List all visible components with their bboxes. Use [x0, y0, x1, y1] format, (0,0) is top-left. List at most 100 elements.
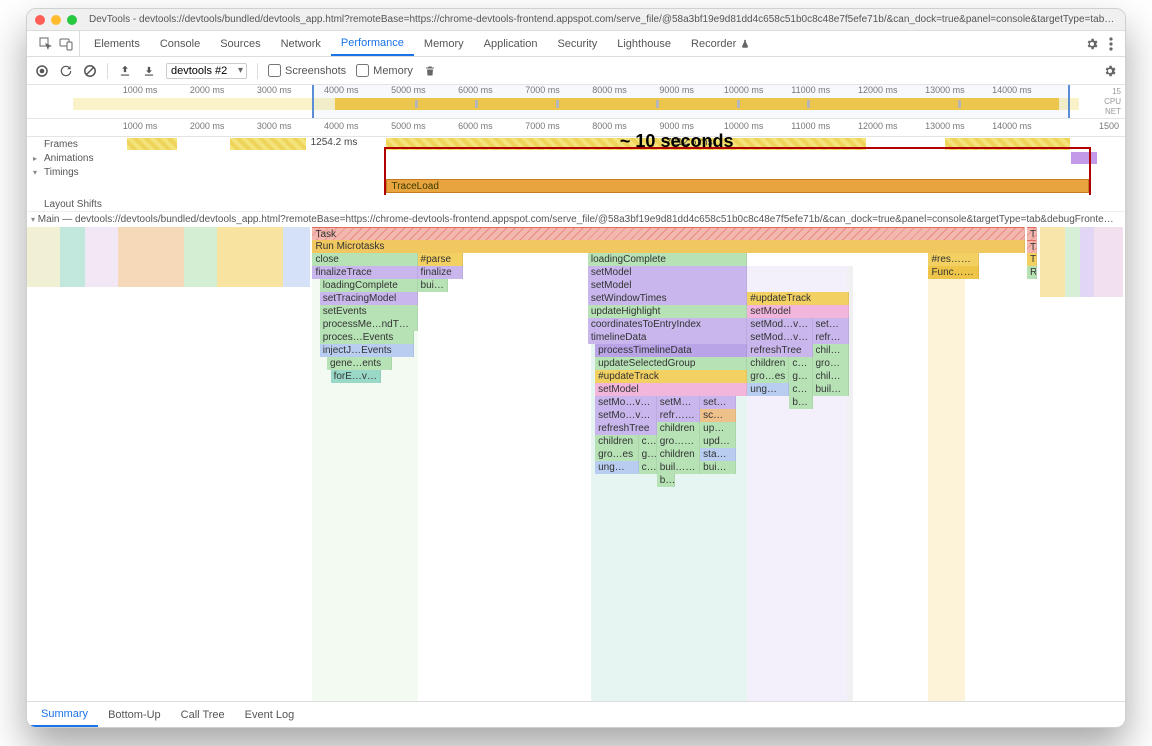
flame-bar[interactable]: b…n	[789, 396, 812, 409]
flame-bar[interactable]: refreshTree	[595, 422, 657, 435]
flame-bar[interactable]: b…	[657, 474, 675, 487]
tab-security[interactable]: Security	[547, 31, 607, 56]
flame-bar[interactable]: injectJ…Events	[320, 344, 414, 357]
flame-bar[interactable]: setMo…vents	[595, 409, 657, 422]
flame-bar[interactable]: g…	[639, 448, 657, 461]
flame-bar[interactable]: proces…Events	[320, 331, 414, 344]
track-timings-label[interactable]: ▾Timings	[27, 165, 127, 179]
flame-bar[interactable]: T…	[1027, 253, 1037, 266]
flame-bar[interactable]: #res…odes	[928, 253, 979, 266]
upload-icon[interactable]	[118, 64, 132, 78]
flame-bar[interactable]: bui…ed	[700, 461, 736, 474]
flame-bar[interactable]: gene…ents	[327, 357, 392, 370]
flame-bar[interactable]: gro…des	[657, 435, 700, 448]
flame-bar[interactable]: loadingComplete	[588, 253, 747, 266]
flame-bar[interactable]: ung…es	[747, 383, 789, 396]
memory-checkbox[interactable]	[356, 64, 369, 77]
flame-bar[interactable]: sta…ge	[700, 448, 736, 461]
flame-bar[interactable]: setMod…vents	[747, 331, 812, 344]
kebab-menu-icon[interactable]	[1109, 37, 1113, 51]
tab-elements[interactable]: Elements	[84, 31, 150, 56]
settings-gear-icon[interactable]	[1085, 37, 1099, 51]
window-minimize-dot[interactable]	[51, 15, 61, 25]
flame-bar[interactable]: c…n	[789, 383, 812, 396]
flame-bar[interactable]: setModel	[747, 305, 848, 318]
tab-application[interactable]: Application	[474, 31, 548, 56]
tab-memory[interactable]: Memory	[414, 31, 474, 56]
flame-bar[interactable]: setMo…vents	[595, 396, 657, 409]
inspect-element-icon[interactable]	[39, 37, 53, 51]
flame-bar[interactable]: refr…Tree	[657, 409, 700, 422]
flame-bar[interactable]: timelineData	[588, 331, 747, 344]
flame-bar[interactable]: children	[657, 448, 700, 461]
flame-bar[interactable]: updateHighlight	[588, 305, 747, 318]
flame-bar[interactable]: gro…des	[813, 357, 849, 370]
flame-bar[interactable]: children	[595, 435, 638, 448]
details-tab-call-tree[interactable]: Call Tree	[171, 702, 235, 727]
tab-performance[interactable]: Performance	[331, 31, 414, 56]
main-thread-header[interactable]: ▾ Main — devtools://devtools/bundled/dev…	[27, 211, 1125, 227]
flame-bar[interactable]: c…n	[789, 357, 812, 370]
track-frames-label[interactable]: Frames	[27, 137, 127, 151]
tab-lighthouse[interactable]: Lighthouse	[607, 31, 681, 56]
details-tab-event-log[interactable]: Event Log	[235, 702, 305, 727]
track-animations-label[interactable]: ▸Animations	[27, 151, 127, 165]
flame-bar[interactable]: setMod…vents	[747, 318, 812, 331]
flame-bar[interactable]: #updateTrack	[747, 292, 848, 305]
flame-bar[interactable]: updateSelectedGroup	[595, 357, 747, 370]
flame-bar[interactable]: ung…es	[595, 461, 638, 474]
flame-bar[interactable]: setModel	[595, 383, 747, 396]
flame-bar[interactable]: close	[312, 253, 417, 266]
flame-bar[interactable]: gro…es	[747, 370, 789, 383]
flame-bar[interactable]: coordinatesToEntryIndex	[588, 318, 747, 331]
flame-bar[interactable]: upd…ts	[700, 435, 736, 448]
flame-bar[interactable]: gro…es	[595, 448, 638, 461]
tab-sources[interactable]: Sources	[210, 31, 270, 56]
flame-bar[interactable]: forE…vent	[331, 370, 382, 383]
flame-bar[interactable]: sc…ow	[700, 409, 736, 422]
flame-bar[interactable]: setTracingModel	[320, 292, 418, 305]
flame-bar[interactable]: buil…ren	[657, 461, 700, 474]
traceload-bar[interactable]: TraceLoad	[386, 179, 1089, 193]
window-close-dot[interactable]	[35, 15, 45, 25]
session-select[interactable]: devtools #2	[166, 63, 247, 79]
details-tab-bottom-up[interactable]: Bottom-Up	[98, 702, 171, 727]
flame-bar[interactable]: Task	[312, 227, 1024, 240]
flame-bar[interactable]: c…	[639, 435, 657, 448]
flame-bar[interactable]: loadingComplete	[320, 279, 418, 292]
flame-bar[interactable]: g…s	[789, 370, 812, 383]
flame-bar[interactable]: children	[813, 370, 849, 383]
window-zoom-dot[interactable]	[67, 15, 77, 25]
timeline-ruler[interactable]: 1000 ms2000 ms3000 ms4000 ms5000 ms6000 …	[27, 119, 1125, 137]
clear-icon[interactable]	[83, 64, 97, 78]
flame-bar[interactable]: c…	[639, 461, 657, 474]
flame-bar[interactable]: setEvents	[320, 305, 418, 318]
flame-bar[interactable]: Task	[1027, 240, 1037, 253]
flame-bar[interactable]: children	[747, 357, 789, 370]
track-layoutshifts-body[interactable]	[127, 197, 1125, 211]
track-timings-traceload[interactable]: TraceLoad	[127, 179, 1125, 197]
reload-record-icon[interactable]	[59, 64, 73, 78]
track-layoutshifts-label[interactable]: Layout Shifts	[27, 197, 127, 211]
flame-bar[interactable]: finalize	[418, 266, 464, 279]
details-tab-summary[interactable]: Summary	[31, 702, 98, 727]
flame-bar[interactable]: setWindowTimes	[588, 292, 747, 305]
flame-bar[interactable]: Run Microtasks	[312, 240, 1024, 253]
flamechart[interactable]: TaskTaskRun MicrotasksTaskclose#parseloa…	[27, 227, 1125, 701]
flame-bar[interactable]: processMe…ndThreads	[320, 318, 418, 331]
flame-bar[interactable]: children	[813, 344, 849, 357]
tab-console[interactable]: Console	[150, 31, 210, 56]
flame-bar[interactable]: set…on	[700, 396, 736, 409]
flame-bar[interactable]: setModel	[588, 266, 747, 279]
device-toggle-icon[interactable]	[59, 37, 73, 51]
tab-recorder[interactable]: Recorder	[681, 31, 760, 56]
flame-bar[interactable]: setModel	[588, 279, 747, 292]
flame-bar[interactable]: refr…Tree	[813, 331, 849, 344]
flame-bar[interactable]: up…ow	[700, 422, 736, 435]
flame-bar[interactable]: finalizeTrace	[312, 266, 417, 279]
flame-bar[interactable]: refreshTree	[747, 344, 812, 357]
flame-bar[interactable]: Task	[1027, 227, 1037, 240]
flame-bar[interactable]: setM…nts	[657, 396, 700, 409]
flame-bar[interactable]: setM…nts	[813, 318, 849, 331]
flame-bar[interactable]: buil…lls	[418, 279, 448, 292]
